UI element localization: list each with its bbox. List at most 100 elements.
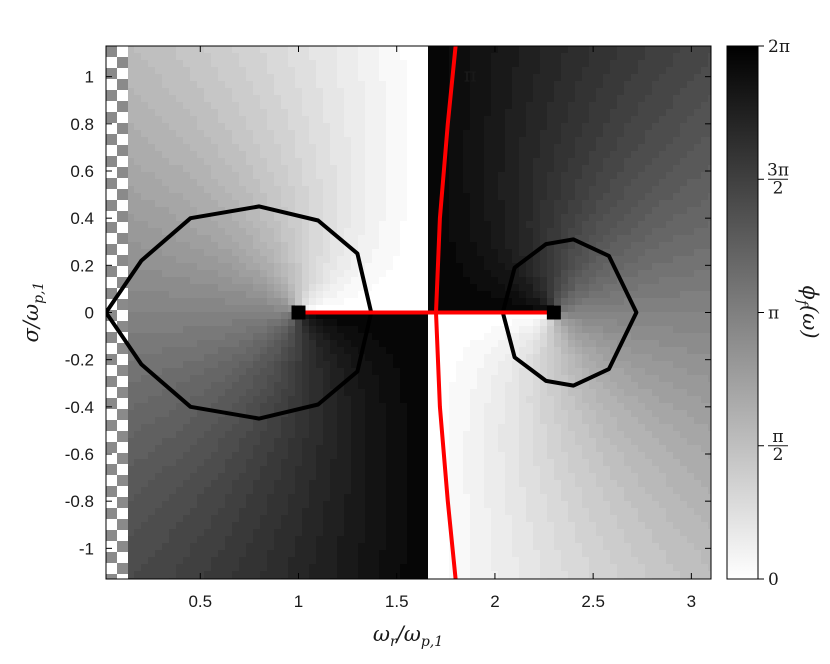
heatmap-cell xyxy=(659,305,667,313)
heatmap-cell xyxy=(442,116,450,124)
heatmap-cell xyxy=(351,144,359,152)
heatmap-cell xyxy=(253,172,261,180)
heatmap-cell xyxy=(484,109,492,117)
heatmap-cell xyxy=(463,235,471,243)
heatmap-cell xyxy=(358,312,366,320)
heatmap-cell xyxy=(673,424,681,432)
heatmap-cell xyxy=(246,116,254,124)
heatmap-cell xyxy=(498,256,506,264)
heatmap-cell xyxy=(645,172,653,180)
heatmap-cell xyxy=(358,298,366,306)
heatmap-cell xyxy=(372,158,380,166)
heatmap-cell xyxy=(393,60,401,68)
heatmap-cell xyxy=(379,410,387,418)
heatmap-cell xyxy=(162,116,170,124)
heatmap-cell xyxy=(141,102,149,110)
heatmap-cell xyxy=(155,284,163,292)
heatmap-cell xyxy=(456,382,464,390)
heatmap-cell xyxy=(659,319,667,327)
heatmap-cell xyxy=(169,396,177,404)
heatmap-cell xyxy=(218,375,226,383)
heatmap-cell xyxy=(505,102,513,110)
heatmap-cell xyxy=(386,305,394,313)
heatmap-cell xyxy=(393,109,401,117)
heatmap-cell xyxy=(176,137,184,145)
heatmap-cell xyxy=(281,424,289,432)
heatmap-cell xyxy=(554,46,562,54)
heatmap-cell xyxy=(554,53,562,61)
heatmap-cell xyxy=(652,207,660,215)
heatmap-cell xyxy=(659,347,667,355)
heatmap-cell xyxy=(393,417,401,425)
heatmap-cell xyxy=(218,200,226,208)
heatmap-cell xyxy=(526,424,534,432)
heatmap-cell xyxy=(442,284,450,292)
heatmap-cell xyxy=(246,46,254,54)
heatmap-cell xyxy=(260,242,268,250)
heatmap-cell xyxy=(197,221,205,229)
heatmap-cell xyxy=(197,361,205,369)
heatmap-cell xyxy=(232,151,240,159)
heatmap-cell xyxy=(407,375,415,383)
heatmap-cell xyxy=(673,81,681,89)
heatmap-cell xyxy=(554,123,562,131)
heatmap-cell xyxy=(624,228,632,236)
heatmap-cell xyxy=(365,144,373,152)
heatmap-cell xyxy=(302,88,310,96)
heatmap-cell xyxy=(337,67,345,75)
heatmap-cell xyxy=(344,186,352,194)
heatmap-cell xyxy=(456,102,464,110)
heatmap-cell xyxy=(463,81,471,89)
heatmap-cell xyxy=(127,333,135,341)
heatmap-cell xyxy=(183,95,191,103)
heatmap-cell xyxy=(540,403,548,411)
heatmap-cell xyxy=(421,109,429,117)
heatmap-cell xyxy=(148,256,156,264)
heatmap-cell xyxy=(526,165,534,173)
heatmap-cell xyxy=(337,263,345,271)
heatmap-cell xyxy=(162,81,170,89)
heatmap-cell xyxy=(351,60,359,68)
heatmap-cell xyxy=(134,361,142,369)
heatmap-cell xyxy=(211,389,219,397)
heatmap-cell xyxy=(351,158,359,166)
heatmap-cell xyxy=(344,214,352,222)
heatmap-cell xyxy=(253,228,261,236)
heatmap-cell xyxy=(589,165,597,173)
heatmap-cell xyxy=(540,263,548,271)
heatmap-cell xyxy=(400,242,408,250)
heatmap-cell xyxy=(169,130,177,138)
heatmap-cell xyxy=(638,158,646,166)
heatmap-cell xyxy=(582,298,590,306)
heatmap-cell xyxy=(631,221,639,229)
heatmap-cell xyxy=(225,368,233,376)
heatmap-cell xyxy=(547,249,555,257)
heatmap-cell xyxy=(337,116,345,124)
heatmap-cell xyxy=(344,312,352,320)
heatmap-cell xyxy=(519,438,527,446)
heatmap-cell xyxy=(617,410,625,418)
heatmap-cell xyxy=(484,368,492,376)
heatmap-cell xyxy=(701,116,709,124)
heatmap-cell xyxy=(246,396,254,404)
heatmap-cell xyxy=(449,361,457,369)
heatmap-cell xyxy=(547,81,555,89)
heatmap-cell xyxy=(456,354,464,362)
heatmap-cell xyxy=(197,235,205,243)
heatmap-cell xyxy=(414,53,422,61)
heatmap-cell xyxy=(498,340,506,348)
heatmap-cell xyxy=(344,74,352,82)
heatmap-cell xyxy=(519,151,527,159)
heatmap-cell xyxy=(575,389,583,397)
heatmap-cell xyxy=(547,361,555,369)
heatmap-cell xyxy=(365,333,373,341)
heatmap-cell xyxy=(617,137,625,145)
heatmap-cell xyxy=(379,431,387,439)
heatmap-cell xyxy=(428,396,436,404)
heatmap-cell xyxy=(365,186,373,194)
heatmap-cell xyxy=(617,81,625,89)
heatmap-cell xyxy=(239,319,247,327)
heatmap-cell xyxy=(197,431,205,439)
heatmap-cell xyxy=(386,165,394,173)
heatmap-cell xyxy=(218,207,226,215)
